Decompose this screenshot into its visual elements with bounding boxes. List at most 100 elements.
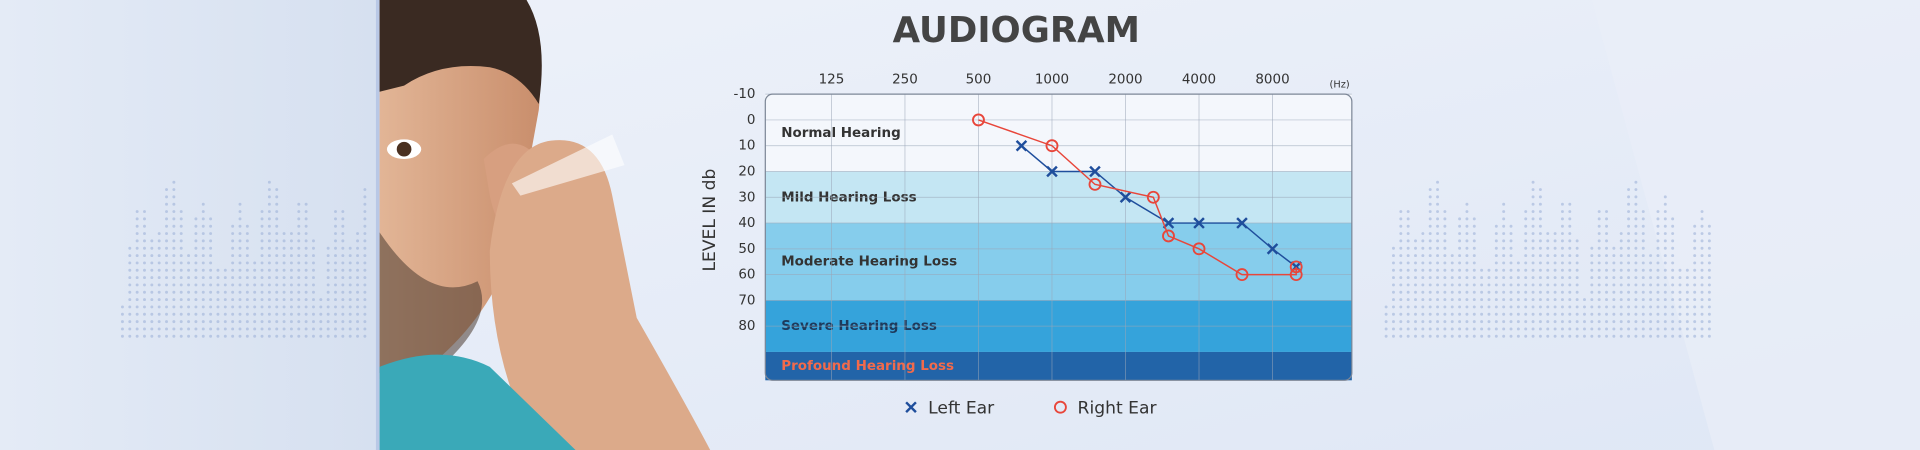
equalizer-dot <box>282 239 286 243</box>
equalizer-dot <box>194 246 198 250</box>
equalizer-dot <box>1392 246 1395 250</box>
equalizer-dot <box>1656 239 1660 243</box>
equalizer-dot <box>297 298 301 302</box>
equalizer-dot <box>1436 320 1440 324</box>
equalizer-dot <box>1516 261 1520 265</box>
equalizer-dot <box>1560 268 1564 272</box>
equalizer-dot <box>1605 320 1609 324</box>
equalizer-dot <box>356 232 360 236</box>
equalizer-dot <box>209 334 213 338</box>
marker-o <box>1235 268 1249 282</box>
equalizer-dot <box>1560 305 1564 309</box>
equalizer-dot <box>1605 305 1609 309</box>
equalizer-dot <box>1487 283 1491 287</box>
equalizer-dot <box>1538 327 1542 331</box>
equalizer-dot <box>1450 290 1454 294</box>
equalizer-dot <box>304 312 308 316</box>
equalizer-dot <box>1406 327 1410 331</box>
equalizer-dot <box>1443 298 1447 302</box>
equalizer-dot <box>1502 202 1506 206</box>
equalizer-dot <box>1685 283 1689 287</box>
x-unit: (Hz) <box>1330 79 1350 90</box>
equalizer-dot <box>1399 312 1403 316</box>
equalizer-dot <box>1546 298 1550 302</box>
equalizer-dot <box>143 261 146 265</box>
equalizer-dot <box>1575 261 1579 265</box>
equalizer-dot <box>363 210 367 214</box>
equalizer-dot <box>304 268 308 272</box>
marker-x <box>1046 165 1058 178</box>
equalizer-dot <box>1458 327 1462 331</box>
equalizer-dot <box>1663 312 1667 316</box>
equalizer-dot <box>289 261 293 265</box>
equalizer-dot <box>1399 276 1403 280</box>
equalizer-dot <box>282 232 286 236</box>
equalizer-dot <box>363 217 367 221</box>
equalizer-dot <box>1509 283 1513 287</box>
equalizer-dot <box>157 283 161 287</box>
equalizer-dot <box>363 224 367 228</box>
equalizer-dot <box>1707 327 1711 331</box>
equalizer-dot <box>128 276 132 280</box>
equalizer-dot <box>1641 254 1645 258</box>
equalizer-dot <box>231 305 235 309</box>
equalizer-dot <box>187 261 191 265</box>
equalizer-dot <box>1641 276 1645 280</box>
equalizer-dot <box>1538 298 1542 302</box>
equalizer-dot <box>1458 254 1462 258</box>
equalizer-dot <box>1590 276 1594 280</box>
equalizer-dot <box>1590 261 1594 265</box>
equalizer-dot <box>1685 298 1689 302</box>
equalizer-dot <box>231 327 235 331</box>
equalizer-dot <box>1472 276 1476 280</box>
equalizer-dot <box>1590 298 1594 302</box>
equalizer-dot <box>1700 268 1704 272</box>
equalizer-dot <box>238 283 242 287</box>
equalizer-dot <box>1627 202 1631 206</box>
equalizer-dot <box>363 283 367 287</box>
equalizer-dot <box>201 327 205 331</box>
equalizer-dot <box>179 210 183 214</box>
equalizer-dot <box>1671 334 1675 338</box>
equalizer-dot <box>363 188 367 192</box>
equalizer-dot <box>1531 224 1535 228</box>
equalizer-dot <box>1693 312 1697 316</box>
equalizer-dot <box>1590 268 1594 272</box>
equalizer-dot <box>1502 312 1506 316</box>
equalizer-dot <box>179 305 183 309</box>
equalizer-dot <box>150 327 154 331</box>
equalizer-dot <box>297 268 301 272</box>
equalizer-dot <box>1590 283 1594 287</box>
equalizer-dot <box>157 254 161 258</box>
equalizer-dot <box>231 276 235 280</box>
equalizer-dot <box>1428 232 1432 236</box>
equalizer-dot <box>1414 305 1417 309</box>
equalizer-dot <box>1531 276 1535 280</box>
equalizer-dot <box>1428 195 1432 199</box>
equalizer-dot <box>267 320 271 324</box>
equalizer-dot <box>1634 268 1638 272</box>
equalizer-dot <box>326 254 330 258</box>
equalizer-dot <box>1458 239 1462 243</box>
equalizer-dot <box>1428 298 1432 302</box>
equalizer-dot <box>1627 254 1631 258</box>
equalizer-dot <box>172 320 176 324</box>
equalizer-dot <box>312 298 315 302</box>
equalizer-dot <box>1693 283 1697 287</box>
left-panel <box>0 0 380 450</box>
equalizer-dot <box>334 232 337 236</box>
equalizer-dot <box>1634 312 1638 316</box>
equalizer-dot <box>245 224 249 228</box>
equalizer-dot <box>326 312 330 316</box>
equalizer-dot <box>356 334 360 338</box>
equalizer-dot <box>1560 290 1564 294</box>
equalizer-dot <box>363 276 367 280</box>
equalizer-dot <box>1531 239 1535 243</box>
equalizer-dot <box>1649 261 1653 265</box>
equalizer-dot <box>1649 334 1653 338</box>
equalizer-dot <box>1487 305 1491 309</box>
equalizer-dot <box>165 290 168 294</box>
equalizer-dot <box>1494 268 1498 272</box>
equalizer-dot <box>1406 298 1410 302</box>
equalizer-dot <box>356 312 360 316</box>
